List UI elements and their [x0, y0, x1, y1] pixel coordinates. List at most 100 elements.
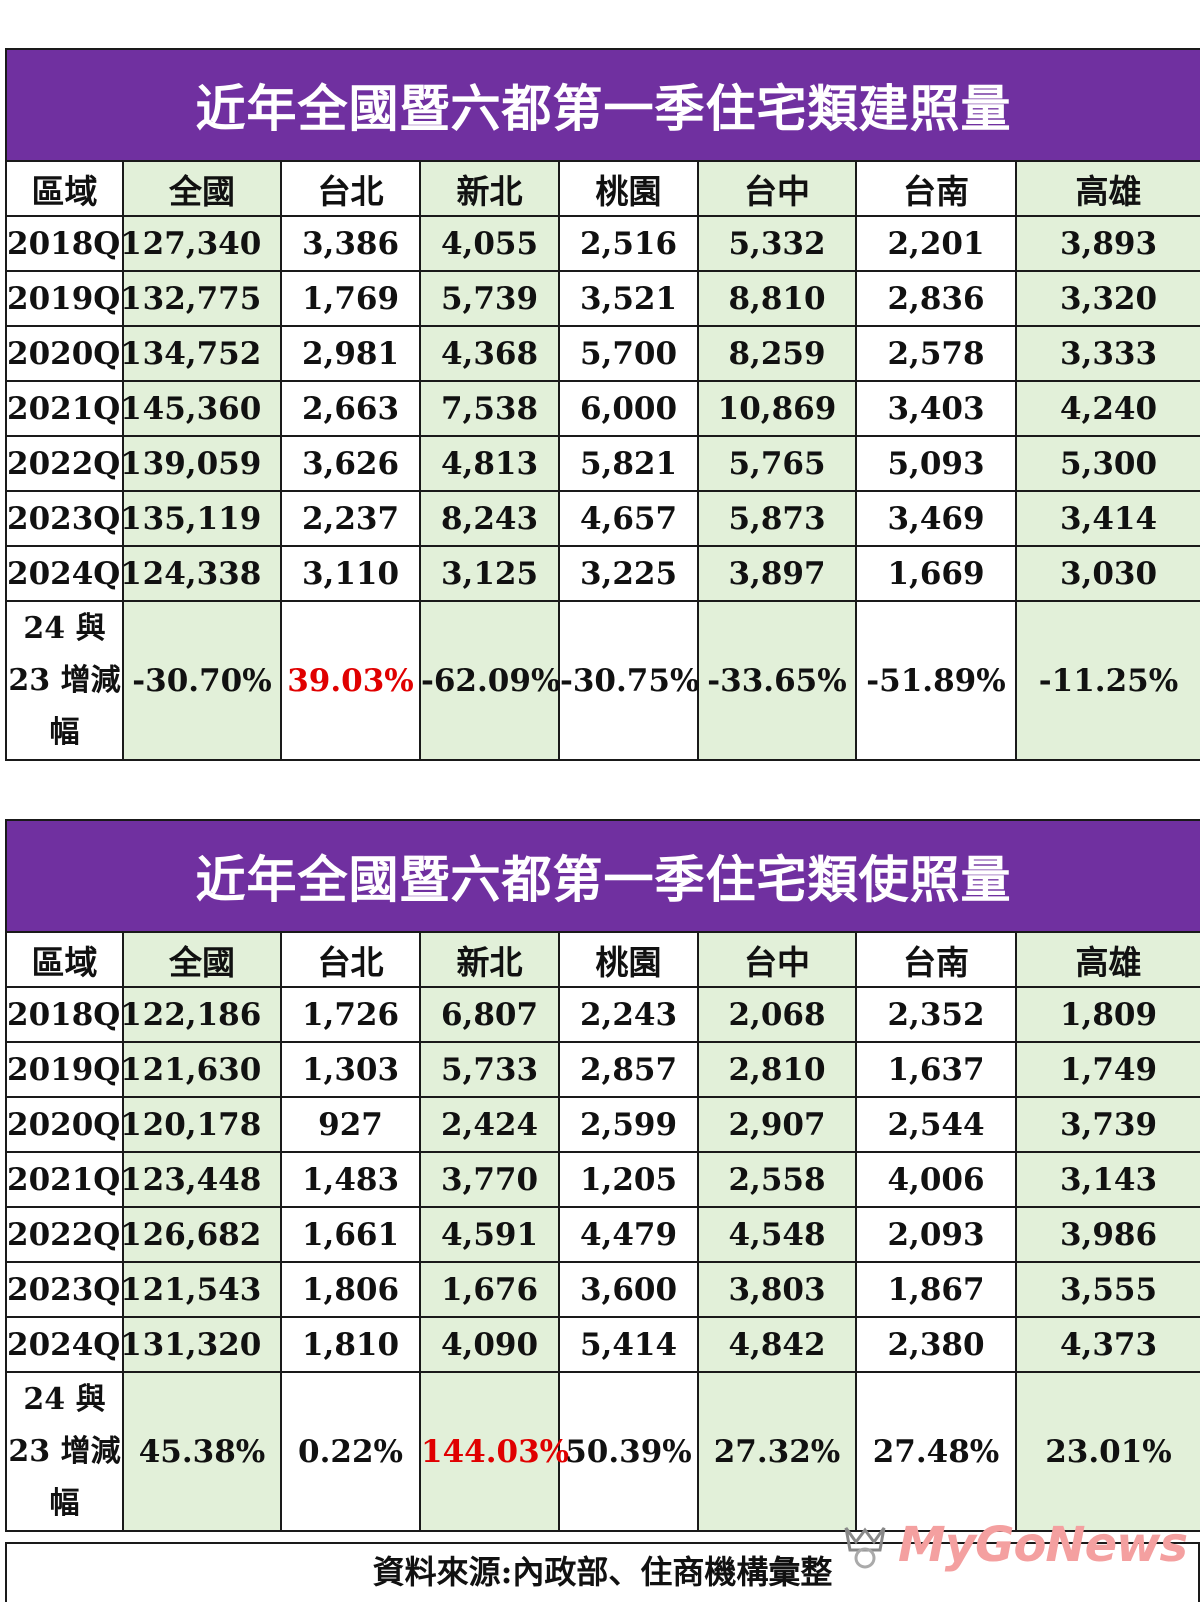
- column-header: 台北: [280, 160, 421, 217]
- table-cell: 3,386: [280, 215, 421, 272]
- table-cell: 2,857: [558, 1041, 699, 1098]
- table-row: 2021Q1 45,360 2,663 7,538 6,000 10,869 3,403 4,…: [5, 380, 1200, 437]
- table-cell: 1,637: [855, 1041, 1017, 1098]
- table-cell: 22,186: [122, 986, 282, 1043]
- column-header: 桃園: [558, 160, 699, 217]
- table-cell: 10,869: [697, 380, 857, 437]
- table-cell: 2,599: [558, 1096, 699, 1153]
- table-cell: 23,448: [122, 1151, 282, 1208]
- table-cell: 4,006: [855, 1151, 1017, 1208]
- table-cell: 3,333: [1015, 325, 1200, 382]
- column-header: 桃園: [558, 931, 699, 988]
- table-cell: 20,178: [122, 1096, 282, 1153]
- header-row: 區域 全國 台北 新北 桃園 台中 台南 高雄: [5, 931, 1200, 988]
- table-cell: 5,332: [697, 215, 857, 272]
- table-cell: 3,225: [558, 545, 699, 602]
- row-label: 2022Q1: [5, 1206, 142, 1263]
- table-cell: 927: [280, 1096, 421, 1153]
- table-cell: 1,303: [280, 1041, 421, 1098]
- table-cell: 35,119: [122, 490, 282, 547]
- row-label: 2020Q1: [5, 1096, 142, 1153]
- table-cell: 5,300: [1015, 435, 1200, 492]
- table-cell: 1,749: [1015, 1041, 1200, 1098]
- row-label: 2023Q1: [5, 490, 142, 547]
- table-cell: 4,368: [419, 325, 560, 382]
- change-label-line: 幅: [49, 714, 80, 750]
- table-cell: 4,479: [558, 1206, 699, 1263]
- row-label: 2024Q1: [5, 1316, 142, 1373]
- table-cell: 1,809: [1015, 986, 1200, 1043]
- table-cell: 4,842: [697, 1316, 857, 1373]
- table-cell: 1,806: [280, 1261, 421, 1318]
- table-cell: 2,810: [697, 1041, 857, 1098]
- table-cell: 1,726: [280, 986, 421, 1043]
- change-row: 24 與 23 增減幅 45.38% 0.22% 144.03% 50.39% 27.32%…: [5, 1371, 1200, 1532]
- table-cell: 39,059: [122, 435, 282, 492]
- table-cell: 2,201: [855, 215, 1017, 272]
- change-row-label: 24 與 23 增減幅: [5, 600, 124, 761]
- table-cell: 8,243: [419, 490, 560, 547]
- table-cell: 8,259: [697, 325, 857, 382]
- table-cell: 45,360: [122, 380, 282, 437]
- change-cell: 27.32%: [697, 1371, 857, 1532]
- table-title: 近年全國暨六都第一季住宅類使照量: [5, 819, 1200, 933]
- table-cell: 3,626: [280, 435, 421, 492]
- table-cell: 3,521: [558, 270, 699, 327]
- change-cell: 0.22%: [280, 1371, 421, 1532]
- table-cell: 24,338: [122, 545, 282, 602]
- table-cell: 3,110: [280, 545, 421, 602]
- table-cell: 3,125: [419, 545, 560, 602]
- table-row: 2021Q1 23,448 1,483 3,770 1,205 2,558 4,006 3,1…: [5, 1151, 1200, 1208]
- table-cell: 3,555: [1015, 1261, 1200, 1318]
- table-row: 2019Q1 21,630 1,303 5,733 2,857 2,810 1,637 1,7…: [5, 1041, 1200, 1098]
- change-cell: -33.65%: [697, 600, 857, 761]
- logo-text: MyGoNews: [898, 1517, 1188, 1573]
- change-row: 24 與 23 增減幅 -30.70% 39.03% -62.09% -30.75% -33…: [5, 600, 1200, 761]
- table-cell: 3,986: [1015, 1206, 1200, 1263]
- table-row: 2023Q1 21,543 1,806 1,676 3,600 3,803 1,867 3,5…: [5, 1261, 1200, 1318]
- table-cell: 4,548: [697, 1206, 857, 1263]
- table-cell: 2,981: [280, 325, 421, 382]
- table-cell: 1,810: [280, 1316, 421, 1373]
- column-header: 全國: [122, 931, 282, 988]
- table-row: 2022Q1 39,059 3,626 4,813 5,821 5,765 5,093 5,3…: [5, 435, 1200, 492]
- table-cell: 6,807: [419, 986, 560, 1043]
- column-header: 台中: [697, 931, 857, 988]
- row-label: 2021Q1: [5, 380, 142, 437]
- table-cell: 4,055: [419, 215, 560, 272]
- column-header: 高雄: [1015, 160, 1200, 217]
- table-cell: 5,733: [419, 1041, 560, 1098]
- table-cell: 3,600: [558, 1261, 699, 1318]
- logo-mark-icon: [844, 1527, 886, 1569]
- column-header: 新北: [419, 931, 560, 988]
- table-cell: 3,739: [1015, 1096, 1200, 1153]
- table-cell: 3,320: [1015, 270, 1200, 327]
- row-label: 2024Q1: [5, 545, 142, 602]
- row-label: 2019Q1: [5, 1041, 142, 1098]
- mygonews-logo: MyGoNews: [840, 1515, 1188, 1575]
- table-cell: 1,661: [280, 1206, 421, 1263]
- column-header: 台南: [855, 931, 1017, 988]
- table-cell: 5,821: [558, 435, 699, 492]
- table-cell: 1,676: [419, 1261, 560, 1318]
- row-label: 2021Q1: [5, 1151, 142, 1208]
- table-cell: 4,813: [419, 435, 560, 492]
- table-row: 2020Q1 34,752 2,981 4,368 5,700 8,259 2,578 3,3…: [5, 325, 1200, 382]
- table-row: 2024Q1 24,338 3,110 3,125 3,225 3,897 1,669 3,0…: [5, 545, 1200, 602]
- table-cell: 5,739: [419, 270, 560, 327]
- row-label: 2020Q1: [5, 325, 142, 382]
- column-header: 台北: [280, 931, 421, 988]
- change-label-line: 24 與: [23, 1381, 106, 1417]
- row-label: 2022Q1: [5, 435, 142, 492]
- column-header: 全國: [122, 160, 282, 217]
- row-label: 2018Q1: [5, 215, 142, 272]
- table-cell: 32,775: [122, 270, 282, 327]
- table-cell: 4,591: [419, 1206, 560, 1263]
- change-cell: -30.70%: [122, 600, 282, 761]
- table-cell: 3,893: [1015, 215, 1200, 272]
- table-cell: 3,414: [1015, 490, 1200, 547]
- table-cell: 3,770: [419, 1151, 560, 1208]
- row-label: 2023Q1: [5, 1261, 142, 1318]
- table-cell: 21,630: [122, 1041, 282, 1098]
- row-label: 2019Q1: [5, 270, 142, 327]
